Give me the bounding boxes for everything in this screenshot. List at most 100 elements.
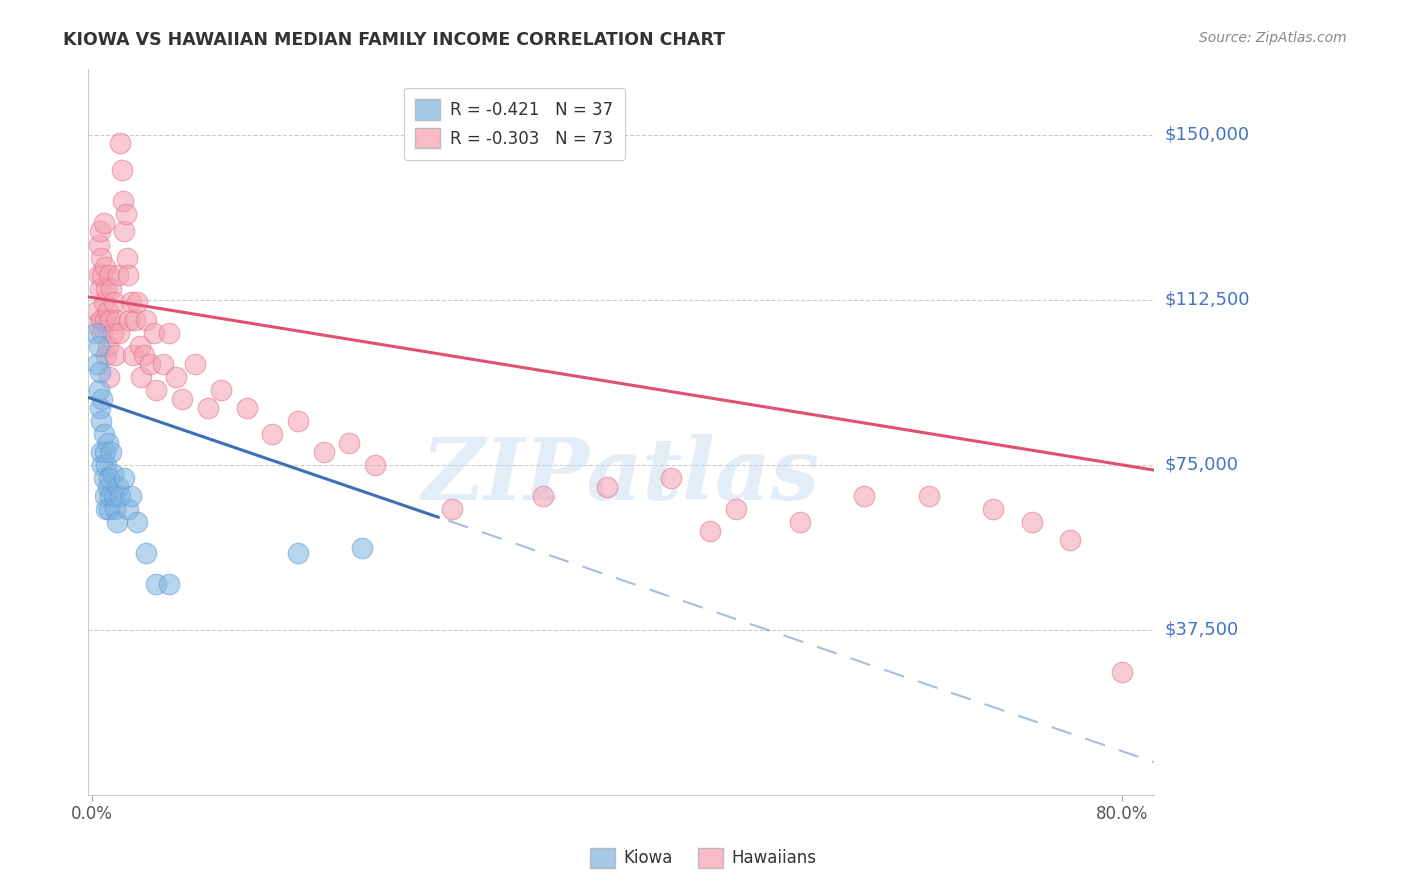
Point (112, 224, 135, 238)
Point (100, 444, 122, 458)
Point (104, 348, 127, 362)
Point (97, 268, 120, 283)
Point (110, 136, 132, 151)
Point (111, 194, 134, 208)
Point (120, 294, 142, 309)
Point (152, 357, 174, 371)
Point (96, 282, 118, 296)
Point (105, 312, 128, 326)
Point (87, 339, 110, 353)
Point (87, 268, 110, 283)
Point (96, 480, 118, 494)
Point (659, 471, 682, 485)
Point (596, 480, 619, 494)
Point (93, 294, 115, 309)
Point (124, 312, 146, 326)
Point (142, 326, 165, 340)
Point (100, 282, 122, 296)
Point (157, 576, 180, 591)
Point (89, 401, 111, 415)
Point (86, 303, 108, 318)
Point (98, 489, 121, 503)
Point (96, 339, 118, 353)
Point (789, 515, 811, 529)
Point (90, 444, 112, 458)
Text: $112,500: $112,500 (1166, 291, 1250, 309)
Point (91, 458, 114, 472)
Point (172, 392, 194, 406)
Point (724, 501, 747, 516)
Point (90, 312, 112, 326)
Point (90, 414, 112, 428)
Point (98, 312, 121, 326)
Point (129, 369, 152, 384)
Point (93, 471, 115, 485)
Point (108, 326, 131, 340)
Point (87, 383, 110, 397)
Point (97, 369, 120, 384)
Point (135, 546, 157, 560)
Point (103, 294, 125, 309)
Point (107, 268, 129, 283)
Point (101, 326, 124, 340)
Point (165, 369, 187, 384)
Text: $75,000: $75,000 (1166, 456, 1239, 474)
Point (209, 383, 232, 397)
Point (94, 489, 117, 503)
Point (1059, 533, 1081, 547)
Point (235, 401, 257, 415)
Point (97, 471, 120, 485)
Point (339, 435, 361, 450)
Point (157, 326, 180, 340)
Point (287, 414, 309, 428)
Point (97, 501, 120, 516)
Point (127, 515, 149, 529)
Legend: R = -0.421   N = 37, R = -0.303   N = 73: R = -0.421 N = 37, R = -0.303 N = 73 (404, 87, 626, 160)
Point (86, 357, 108, 371)
Point (114, 207, 136, 221)
Point (91, 326, 114, 340)
Point (145, 383, 167, 397)
Point (981, 501, 1004, 516)
Text: $150,000: $150,000 (1166, 126, 1250, 144)
Point (94, 312, 117, 326)
Point (853, 489, 876, 503)
Point (93, 427, 115, 442)
Point (122, 348, 145, 362)
Point (917, 489, 939, 503)
Text: ZIPatlas: ZIPatlas (422, 434, 820, 517)
Point (94, 260, 117, 274)
Point (352, 541, 374, 556)
Point (699, 524, 721, 538)
Point (84, 317, 107, 331)
Point (94, 444, 117, 458)
Point (128, 339, 150, 353)
Point (91, 268, 114, 283)
Point (1021, 515, 1043, 529)
Point (101, 467, 124, 481)
Point (145, 576, 167, 591)
Point (287, 546, 309, 560)
Text: KIOWA VS HAWAIIAN MEDIAN FAMILY INCOME CORRELATION CHART: KIOWA VS HAWAIIAN MEDIAN FAMILY INCOME C… (63, 31, 725, 49)
Point (89, 224, 111, 238)
Point (120, 489, 142, 503)
Point (104, 501, 127, 516)
Point (107, 480, 129, 494)
Point (89, 365, 111, 379)
Point (127, 294, 149, 309)
Point (135, 312, 157, 326)
Point (115, 251, 138, 265)
Point (84, 326, 107, 340)
Text: $37,500: $37,500 (1166, 621, 1239, 639)
Point (184, 357, 207, 371)
Point (1111, 665, 1133, 679)
Point (364, 458, 387, 472)
Point (110, 489, 132, 503)
Point (112, 471, 135, 485)
Point (96, 303, 118, 318)
Point (118, 312, 141, 326)
Point (197, 401, 219, 415)
Point (90, 251, 112, 265)
Text: Source: ZipAtlas.com: Source: ZipAtlas.com (1199, 31, 1347, 45)
Point (96, 435, 118, 450)
